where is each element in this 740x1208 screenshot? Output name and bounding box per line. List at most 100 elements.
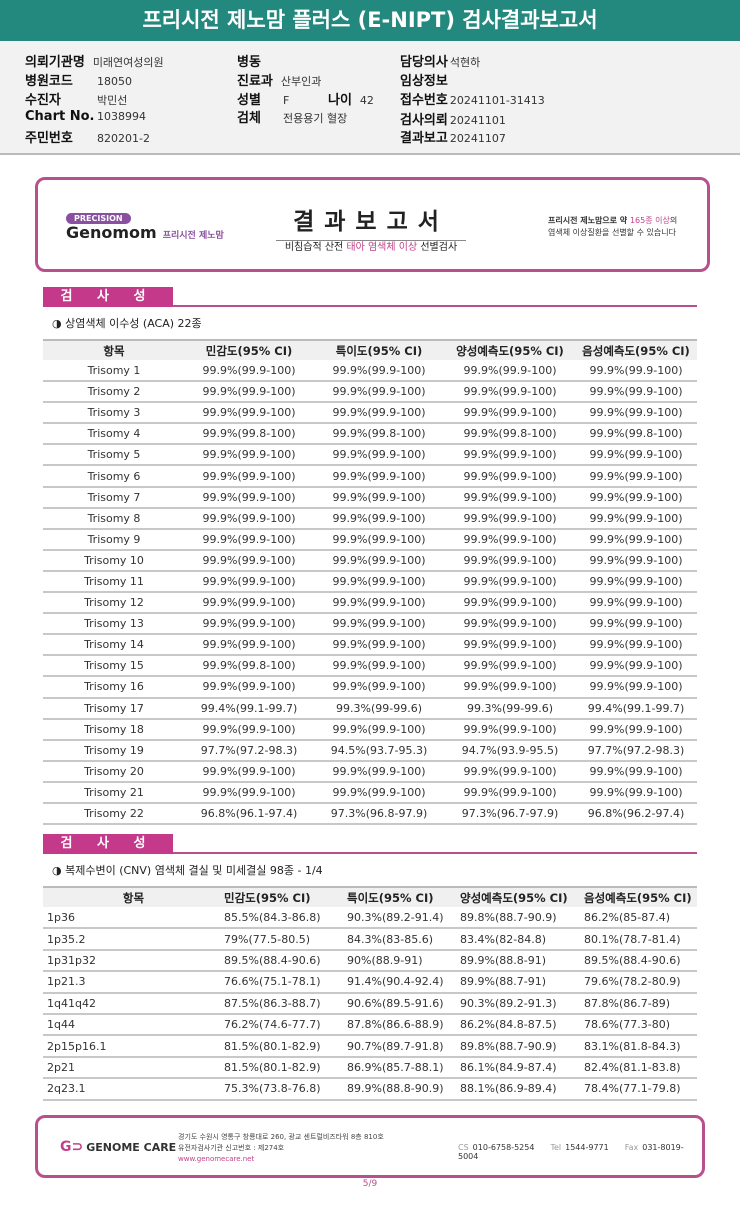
column-header: 항목 (43, 339, 185, 360)
hospital-code-field: 병원코드 18050 (25, 74, 132, 89)
row-label: Trisomy 14 (43, 634, 185, 657)
column-header: 음성예측도(95% CI) (584, 886, 697, 907)
cell-value: 87.8%(86.6-88.9) (347, 1013, 460, 1037)
cell-value: 99.9%(99.9-100) (445, 760, 575, 783)
cell-value: 99.9%(99.9-100) (313, 465, 445, 488)
footer: G⊃ GENOME CARE 경기도 수원시 영통구 창룡대로 260, 광교 센… (35, 1115, 705, 1178)
cell-value: 76.6%(75.1-78.1) (224, 971, 347, 994)
cell-value: 99.9%(99.9-100) (185, 718, 313, 741)
row-label: Trisomy 7 (43, 486, 185, 509)
cell-value: 89.5%(88.4-90.6) (224, 949, 347, 973)
cell-value: 99.9%(99.9-100) (575, 655, 697, 678)
cell-value: 99.9%(99.9-100) (313, 402, 445, 425)
cell-value: 99.9%(99.9-100) (445, 634, 575, 657)
cell-value: 99.9%(99.9-100) (313, 655, 445, 678)
clinical-info-field: 임상정보 (400, 74, 448, 89)
row-label: 1q41q42 (43, 992, 224, 1015)
cell-value: 99.9%(99.9-100) (313, 781, 445, 804)
row-label: Trisomy 13 (43, 613, 185, 636)
cell-value: 86.9%(85.7-88.1) (347, 1056, 460, 1080)
cell-value: 90.7%(89.7-91.8) (347, 1035, 460, 1058)
cell-value: 99.9%(99.9-100) (575, 570, 697, 594)
cnv-subtitle: ◑ 복제수변이 (CNV) 염색체 결실 및 미세결실 98종 - 1/4 (52, 864, 323, 877)
section-header-cnv: 검 사 성 능 (43, 834, 697, 871)
table-row: Trisomy 18 99.9%(99.9-100) 99.9%(99.9-100)… (43, 718, 697, 741)
cell-value: 99.9%(99.9-100) (575, 781, 697, 804)
cell-value: 83.1%(81.8-84.3) (584, 1035, 697, 1058)
row-label: Trisomy 3 (43, 402, 185, 425)
row-label: Trisomy 16 (43, 676, 185, 699)
cell-value: 99.4%(99.1-99.7) (185, 697, 313, 720)
request-date-field: 검사의뢰 20241101 (400, 113, 506, 128)
doctor-field: 담당의사 석현하 (400, 55, 481, 70)
row-label: Trisomy 10 (43, 549, 185, 572)
table-row: Trisomy 7 99.9%(99.9-100) 99.9%(99.9-100) 9… (43, 486, 697, 509)
table-row: Trisomy 10 99.9%(99.9-100) 99.9%(99.9-100)… (43, 549, 697, 572)
cell-value: 99.9%(99.9-100) (445, 781, 575, 804)
cell-value: 99.9%(99.9-100) (575, 465, 697, 488)
table-row: Trisomy 20 99.9%(99.9-100) 99.9%(99.9-100)… (43, 760, 697, 783)
cell-value: 99.9%(99.8-100) (445, 423, 575, 446)
cell-value: 99.9%(99.9-100) (185, 360, 313, 383)
cell-value: 86.2%(84.8-87.5) (460, 1013, 584, 1037)
patient-field: 수진자 박민선 (25, 93, 128, 108)
cell-value: 99.9%(99.9-100) (185, 402, 313, 425)
precision-badge: PRECISION (66, 213, 131, 224)
table-row: Trisomy 8 99.9%(99.9-100) 99.9%(99.9-100) 9… (43, 507, 697, 530)
table-row: 1q41q42 87.5%(86.3-88.7) 90.6%(89.5-91.6) 9… (43, 992, 697, 1015)
cell-value: 99.9%(99.9-100) (185, 444, 313, 467)
table-row: Trisomy 16 99.9%(99.9-100) 99.9%(99.9-100)… (43, 676, 697, 699)
cell-value: 90%(88.9-91) (347, 949, 460, 973)
cell-value: 81.5%(80.1-82.9) (224, 1056, 347, 1080)
row-label: 1q44 (43, 1013, 224, 1037)
cell-value: 78.4%(77.1-79.8) (584, 1078, 697, 1101)
table-row: Trisomy 3 99.9%(99.9-100) 99.9%(99.9-100) 9… (43, 402, 697, 425)
cell-value: 99.9%(99.9-100) (575, 718, 697, 741)
row-label: Trisomy 4 (43, 423, 185, 446)
table-row: 1p35.2 79%(77.5-80.5) 84.3%(83-85.6) 83.4%(… (43, 928, 697, 951)
row-label: 1p31p32 (43, 949, 224, 973)
cell-value: 99.9%(99.9-100) (575, 507, 697, 530)
genome-care-logo: G⊃ GENOME CARE (60, 1139, 177, 1155)
row-label: 1p35.2 (43, 928, 224, 951)
table-row: Trisomy 22 96.8%(96.1-97.4) 97.3%(96.8-97.… (43, 802, 697, 826)
cell-value: 86.2%(85-87.4) (584, 907, 697, 930)
cell-value: 99.9%(99.9-100) (575, 402, 697, 425)
cell-value: 99.9%(99.9-100) (185, 486, 313, 509)
aca-performance-table: 항목 민감도(95% CI) 특이도(95% CI) 양성예측도(95% CI) 음성예… (43, 339, 697, 826)
table-row: 1q44 76.2%(74.6-77.7) 87.8%(86.6-88.9) 86.2… (43, 1013, 697, 1037)
resident-no-field: 주민번호 820201-2 (25, 131, 150, 146)
table-row: Trisomy 15 99.9%(99.8-100) 99.9%(99.9-100)… (43, 655, 697, 678)
cell-value: 90.3%(89.2-91.4) (347, 907, 460, 930)
cell-value: 91.4%(90.4-92.4) (347, 971, 460, 994)
table-row: Trisomy 5 99.9%(99.9-100) 99.9%(99.9-100) 9… (43, 444, 697, 467)
cell-value: 90.6%(89.5-91.6) (347, 992, 460, 1015)
cell-value: 99.9%(99.9-100) (445, 718, 575, 741)
age-field: 나이 42 (328, 93, 374, 108)
row-label: Trisomy 2 (43, 381, 185, 404)
cell-value: 99.9%(99.9-100) (185, 592, 313, 615)
cell-value: 99.9%(99.9-100) (313, 592, 445, 615)
cell-value: 99.9%(99.9-100) (445, 570, 575, 594)
cell-value: 99.9%(99.9-100) (313, 549, 445, 572)
table-row: 2p15p16.1 81.5%(80.1-82.9) 90.7%(89.7-91.8… (43, 1035, 697, 1058)
table-row: Trisomy 11 99.9%(99.9-100) 99.9%(99.9-100)… (43, 570, 697, 594)
row-label: Trisomy 20 (43, 760, 185, 783)
table-row: Trisomy 19 97.7%(97.2-98.3) 94.5%(93.7-95.… (43, 739, 697, 762)
patient-info-panel: 의뢰기관명 미래연여성의원 병원코드 18050 수진자 박민선 Chart No. 1… (0, 41, 740, 155)
table-row: 2q23.1 75.3%(73.8-76.8) 89.9%(88.8-90.9) 88… (43, 1078, 697, 1101)
cell-value: 99.9%(99.9-100) (313, 507, 445, 530)
website-link[interactable]: www.genomecare.net (178, 1155, 255, 1163)
column-header: 음성예측도(95% CI) (575, 339, 697, 360)
row-label: Trisomy 9 (43, 528, 185, 551)
cell-value: 99.9%(99.9-100) (313, 444, 445, 467)
cell-value: 99.9%(99.9-100) (445, 360, 575, 383)
cell-value: 78.6%(77.3-80) (584, 1013, 697, 1037)
row-label: Trisomy 12 (43, 592, 185, 615)
table-row: Trisomy 17 99.4%(99.1-99.7) 99.3%(99-99.6)… (43, 697, 697, 720)
cell-value: 99.9%(99.9-100) (445, 655, 575, 678)
cell-value: 97.3%(96.7-97.9) (445, 802, 575, 826)
cell-value: 99.9%(99.9-100) (575, 381, 697, 404)
cell-value: 89.9%(88.8-91) (460, 949, 584, 973)
cell-value: 99.9%(99.9-100) (313, 718, 445, 741)
